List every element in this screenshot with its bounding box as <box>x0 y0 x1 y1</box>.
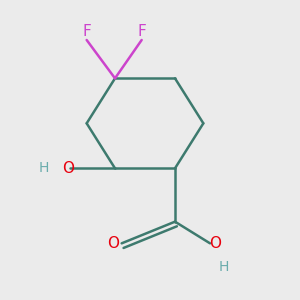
Text: F: F <box>137 24 146 39</box>
Text: H: H <box>218 260 229 274</box>
Text: H: H <box>38 161 49 175</box>
Text: O: O <box>209 236 221 251</box>
Text: O: O <box>107 236 119 251</box>
Text: F: F <box>82 24 91 39</box>
Text: O: O <box>62 161 74 176</box>
